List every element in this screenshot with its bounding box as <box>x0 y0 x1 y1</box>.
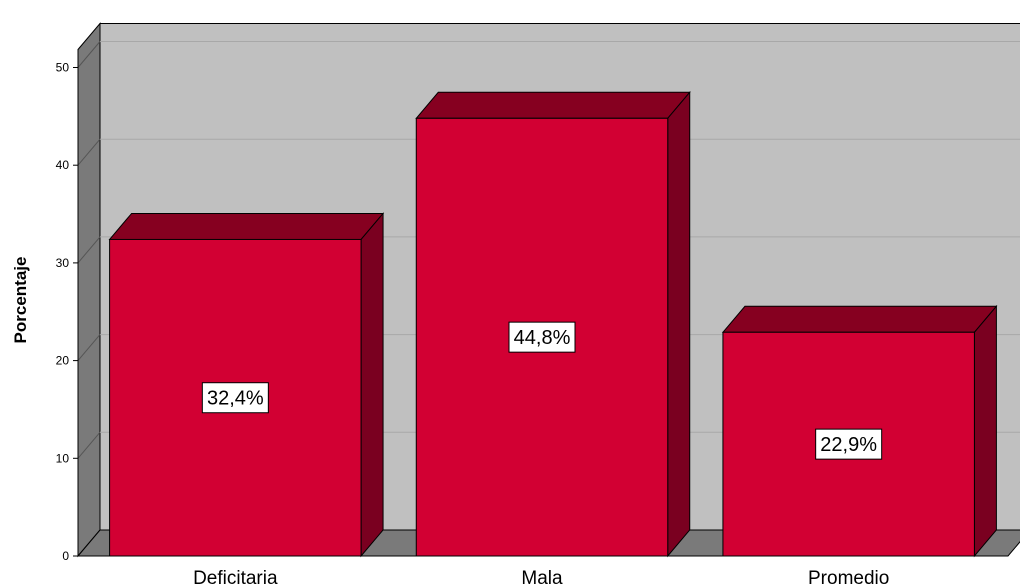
gridline-side <box>77 236 101 264</box>
y-axis-title: Porcentaje <box>11 257 30 344</box>
data-label-text: 22,9% <box>820 434 877 456</box>
data-label: 44,8% <box>508 321 576 353</box>
bar: 44,8% <box>415 90 691 558</box>
gridline-side <box>77 138 101 166</box>
y-tick-label: 40 <box>56 158 70 172</box>
y-tick-label: 50 <box>56 61 70 75</box>
x-axis-labels: Deficitaria Mala Promedio <box>193 568 889 586</box>
data-label: 32,4% <box>201 382 269 414</box>
bar-top-face <box>415 91 691 119</box>
gridline-side <box>77 334 101 361</box>
bar-side-face <box>667 90 691 558</box>
side-wall <box>77 22 101 558</box>
bars: 32,4% 44,8% 22,9% <box>108 90 998 558</box>
gridline-side <box>77 41 101 68</box>
bar-side-face <box>973 304 997 558</box>
y-tick-label: 0 <box>62 549 69 563</box>
data-label-box <box>201 382 269 414</box>
x-category-label: Promedio <box>808 568 889 586</box>
x-category-label: Deficitaria <box>193 568 278 586</box>
gridline-side <box>77 431 101 459</box>
data-label-text: 44,8% <box>514 327 571 349</box>
data-label-box <box>815 428 883 460</box>
bar-side-face <box>360 212 384 558</box>
bar: 22,9% <box>721 304 998 558</box>
bar-top-face <box>721 305 998 333</box>
y-tick-label: 30 <box>56 256 70 270</box>
bar-top-face <box>108 212 385 240</box>
y-tick-label: 10 <box>56 451 70 465</box>
bar: 32,4% <box>108 212 385 558</box>
y-axis-ticks: 0 10 20 30 40 50 <box>56 49 79 563</box>
x-category-label: Mala <box>521 568 563 586</box>
y-tick-label: 20 <box>56 354 70 368</box>
data-label: 22,9% <box>815 428 883 460</box>
data-label-box <box>508 321 576 353</box>
data-label-text: 32,4% <box>207 388 264 410</box>
